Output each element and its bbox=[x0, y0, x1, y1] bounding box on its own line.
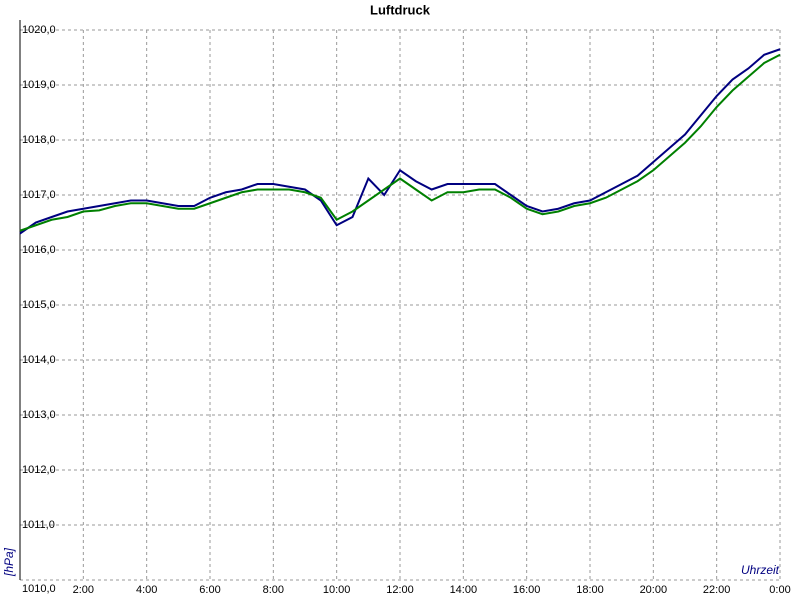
x-tick-label: 4:00 bbox=[136, 584, 157, 596]
x-tick-label: 14:00 bbox=[450, 584, 478, 596]
x-axis-label: Uhrzeit bbox=[741, 563, 780, 577]
y-tick-label: 1011,0 bbox=[22, 519, 55, 531]
x-tick-label: 10:00 bbox=[323, 584, 351, 596]
x-tick-label: 2:00 bbox=[73, 584, 94, 596]
y-tick-label: 1012,0 bbox=[22, 464, 56, 476]
data-line bbox=[19, 48, 781, 235]
x-tick-label: 16:00 bbox=[513, 584, 541, 596]
y-axis-label: [hPa] bbox=[2, 547, 16, 577]
x-tick-label: 0:00 bbox=[769, 584, 790, 596]
chart-title: Luftdruck bbox=[370, 2, 431, 17]
x-tick-label: 12:00 bbox=[386, 584, 414, 596]
y-tick-label: 1018,0 bbox=[22, 134, 56, 146]
y-tick-label: 1014,0 bbox=[22, 354, 56, 366]
y-tick-label: 1020,0 bbox=[22, 24, 56, 36]
x-tick-label: 8:00 bbox=[263, 584, 284, 596]
y-tick-label: 1016,0 bbox=[22, 244, 56, 256]
y-tick-label: 1013,0 bbox=[22, 409, 56, 421]
x-tick-label: 20:00 bbox=[640, 584, 668, 596]
x-tick-label: 22:00 bbox=[703, 584, 731, 596]
x-tick-label: 6:00 bbox=[199, 584, 220, 596]
y-tick-label: 1015,0 bbox=[22, 299, 56, 311]
data-line bbox=[19, 53, 781, 232]
x-tick-label: 18:00 bbox=[576, 584, 604, 596]
y-tick-label: 1017,0 bbox=[22, 189, 56, 201]
y-tick-label: 1010,0 bbox=[22, 583, 56, 595]
y-tick-label: 1019,0 bbox=[22, 79, 56, 91]
